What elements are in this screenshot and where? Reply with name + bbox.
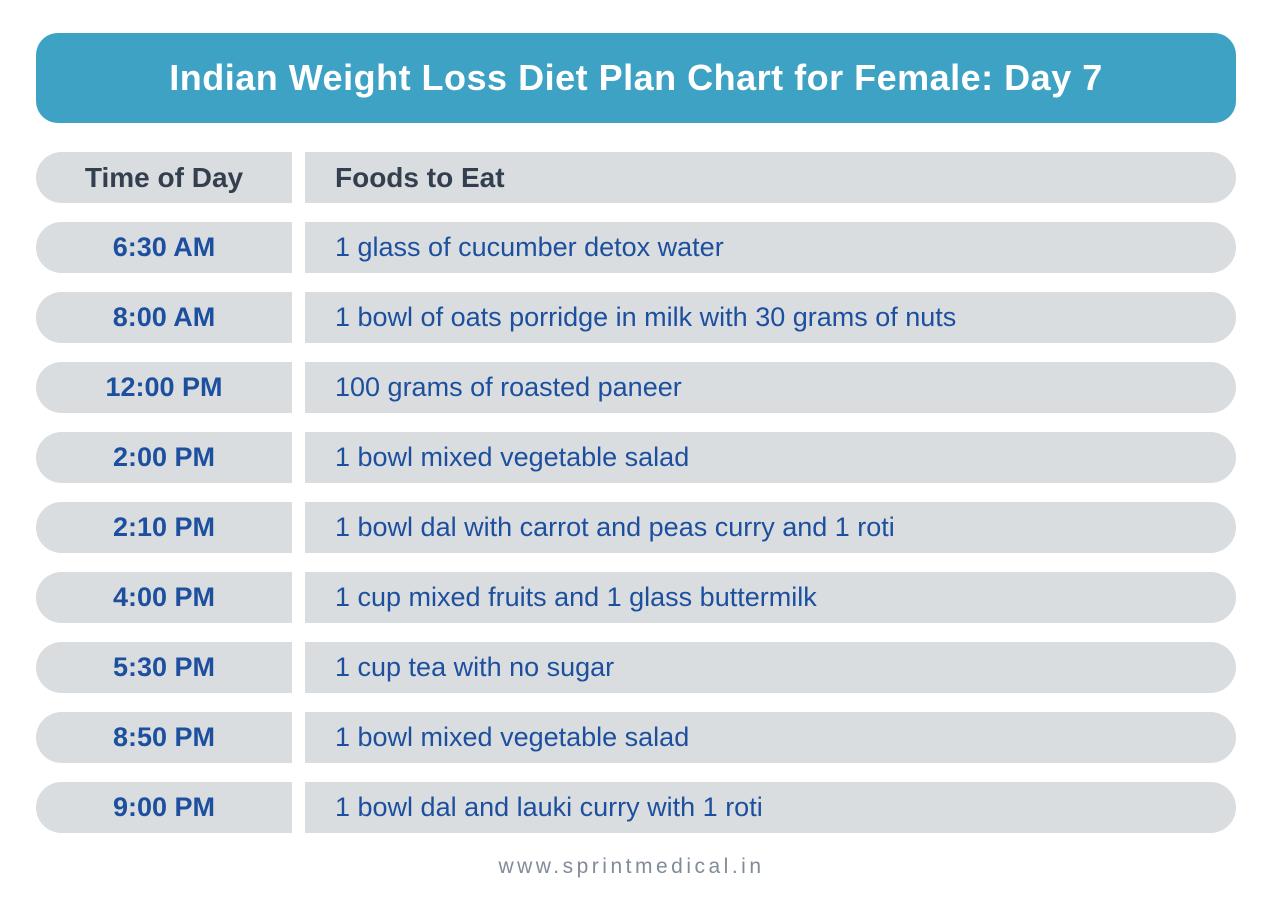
time-cell: 2:10 PM [36, 502, 292, 553]
food-cell: 1 bowl dal with carrot and peas curry an… [305, 502, 1236, 553]
time-cell: 8:50 PM [36, 712, 292, 763]
title-banner: Indian Weight Loss Diet Plan Chart for F… [36, 33, 1236, 123]
table-row: 4:00 PM 1 cup mixed fruits and 1 glass b… [36, 572, 1236, 623]
food-cell: 1 cup mixed fruits and 1 glass buttermil… [305, 572, 1236, 623]
table-row: 5:30 PM 1 cup tea with no sugar [36, 642, 1236, 693]
food-cell: 1 bowl dal and lauki curry with 1 roti [305, 782, 1236, 833]
table-row: 12:00 PM 100 grams of roasted paneer [36, 362, 1236, 413]
table-row: 8:50 PM 1 bowl mixed vegetable salad [36, 712, 1236, 763]
time-cell: 2:00 PM [36, 432, 292, 483]
food-cell: 1 bowl mixed vegetable salad [305, 432, 1236, 483]
time-cell: 8:00 AM [36, 292, 292, 343]
time-cell: 5:30 PM [36, 642, 292, 693]
time-cell: 9:00 PM [36, 782, 292, 833]
food-cell: 1 bowl of oats porridge in milk with 30 … [305, 292, 1236, 343]
table-row: 2:00 PM 1 bowl mixed vegetable salad [36, 432, 1236, 483]
page-title: Indian Weight Loss Diet Plan Chart for F… [169, 57, 1103, 98]
table-header-row: Time of Day Foods to Eat [36, 152, 1236, 203]
food-cell: 1 glass of cucumber detox water [305, 222, 1236, 273]
food-cell: 1 cup tea with no sugar [305, 642, 1236, 693]
food-cell: 1 bowl mixed vegetable salad [305, 712, 1236, 763]
table-row: 9:00 PM 1 bowl dal and lauki curry with … [36, 782, 1236, 833]
table-row: 2:10 PM 1 bowl dal with carrot and peas … [36, 502, 1236, 553]
time-cell: 6:30 AM [36, 222, 292, 273]
table-row: 6:30 AM 1 glass of cucumber detox water [36, 222, 1236, 273]
header-time-of-day: Time of Day [36, 152, 292, 203]
time-cell: 4:00 PM [36, 572, 292, 623]
website-url: www.sprintmedical.in [498, 855, 765, 878]
food-cell: 100 grams of roasted paneer [305, 362, 1236, 413]
diet-plan-table: Time of Day Foods to Eat 6:30 AM 1 glass… [36, 152, 1236, 833]
time-cell: 12:00 PM [36, 362, 292, 413]
table-row: 8:00 AM 1 bowl of oats porridge in milk … [36, 292, 1236, 343]
header-foods-to-eat: Foods to Eat [305, 152, 1236, 203]
